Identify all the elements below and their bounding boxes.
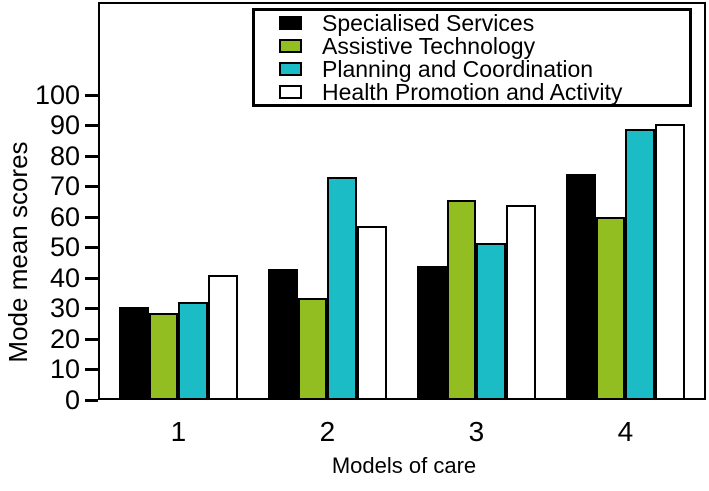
bar bbox=[566, 174, 596, 400]
y-tick-label: 10 bbox=[49, 354, 80, 384]
y-tick bbox=[85, 276, 98, 280]
legend-label: Planning and Coordination bbox=[322, 55, 594, 82]
x-category-label: 4 bbox=[617, 416, 634, 447]
y-tick-label: 100 bbox=[34, 79, 80, 110]
legend-item: Specialised Services bbox=[279, 9, 689, 36]
x-category-label: 2 bbox=[319, 416, 336, 447]
bar bbox=[655, 123, 685, 400]
bar bbox=[506, 204, 536, 400]
legend-label: Health Promotion and Activity bbox=[322, 78, 623, 105]
legend-label: Assistive Technology bbox=[322, 32, 536, 59]
y-tick-label: 40 bbox=[49, 262, 80, 293]
y-tick-label: 70 bbox=[49, 171, 80, 201]
bar bbox=[208, 274, 238, 400]
bar bbox=[446, 200, 477, 400]
legend-item: Assistive Technology bbox=[279, 32, 689, 59]
bar bbox=[357, 226, 387, 400]
y-tick-label: 30 bbox=[49, 293, 80, 323]
bar bbox=[625, 128, 656, 400]
y-tick bbox=[85, 185, 98, 188]
legend-label: Specialised Services bbox=[322, 9, 535, 36]
x-axis-title: Models of care bbox=[331, 453, 477, 478]
y-tick bbox=[85, 337, 98, 341]
bar bbox=[297, 297, 328, 400]
bar bbox=[476, 242, 507, 400]
x-category-label: 3 bbox=[468, 416, 485, 447]
bar bbox=[178, 302, 209, 400]
bar bbox=[268, 268, 298, 400]
legend-swatch bbox=[279, 39, 302, 53]
y-tick bbox=[85, 368, 98, 371]
y-tick bbox=[85, 246, 98, 249]
y-tick bbox=[85, 124, 98, 127]
y-tick bbox=[85, 215, 98, 219]
bar bbox=[148, 313, 179, 400]
y-tick bbox=[85, 398, 98, 402]
y-tick bbox=[85, 154, 98, 158]
y-tick-label: 60 bbox=[49, 201, 80, 232]
y-tick-label: 80 bbox=[49, 140, 80, 171]
y-tick-label: 50 bbox=[49, 232, 80, 262]
bar bbox=[327, 177, 358, 400]
y-tick-label: 20 bbox=[49, 323, 80, 354]
legend-swatch bbox=[279, 62, 302, 76]
legend: Specialised Services Assistive Technology… bbox=[252, 8, 692, 107]
bar bbox=[417, 265, 447, 400]
bar bbox=[595, 217, 626, 400]
legend-swatch bbox=[279, 16, 302, 30]
y-tick-label: 0 bbox=[64, 384, 80, 415]
y-tick-label: 90 bbox=[49, 110, 80, 140]
legend-item: Health Promotion and Activity bbox=[279, 78, 689, 105]
y-tick bbox=[85, 307, 98, 310]
bar bbox=[119, 306, 149, 400]
legend-item: Planning and Coordination bbox=[279, 55, 689, 82]
legend-swatch bbox=[279, 85, 302, 99]
y-tick bbox=[85, 93, 98, 97]
x-category-label: 1 bbox=[170, 416, 187, 447]
